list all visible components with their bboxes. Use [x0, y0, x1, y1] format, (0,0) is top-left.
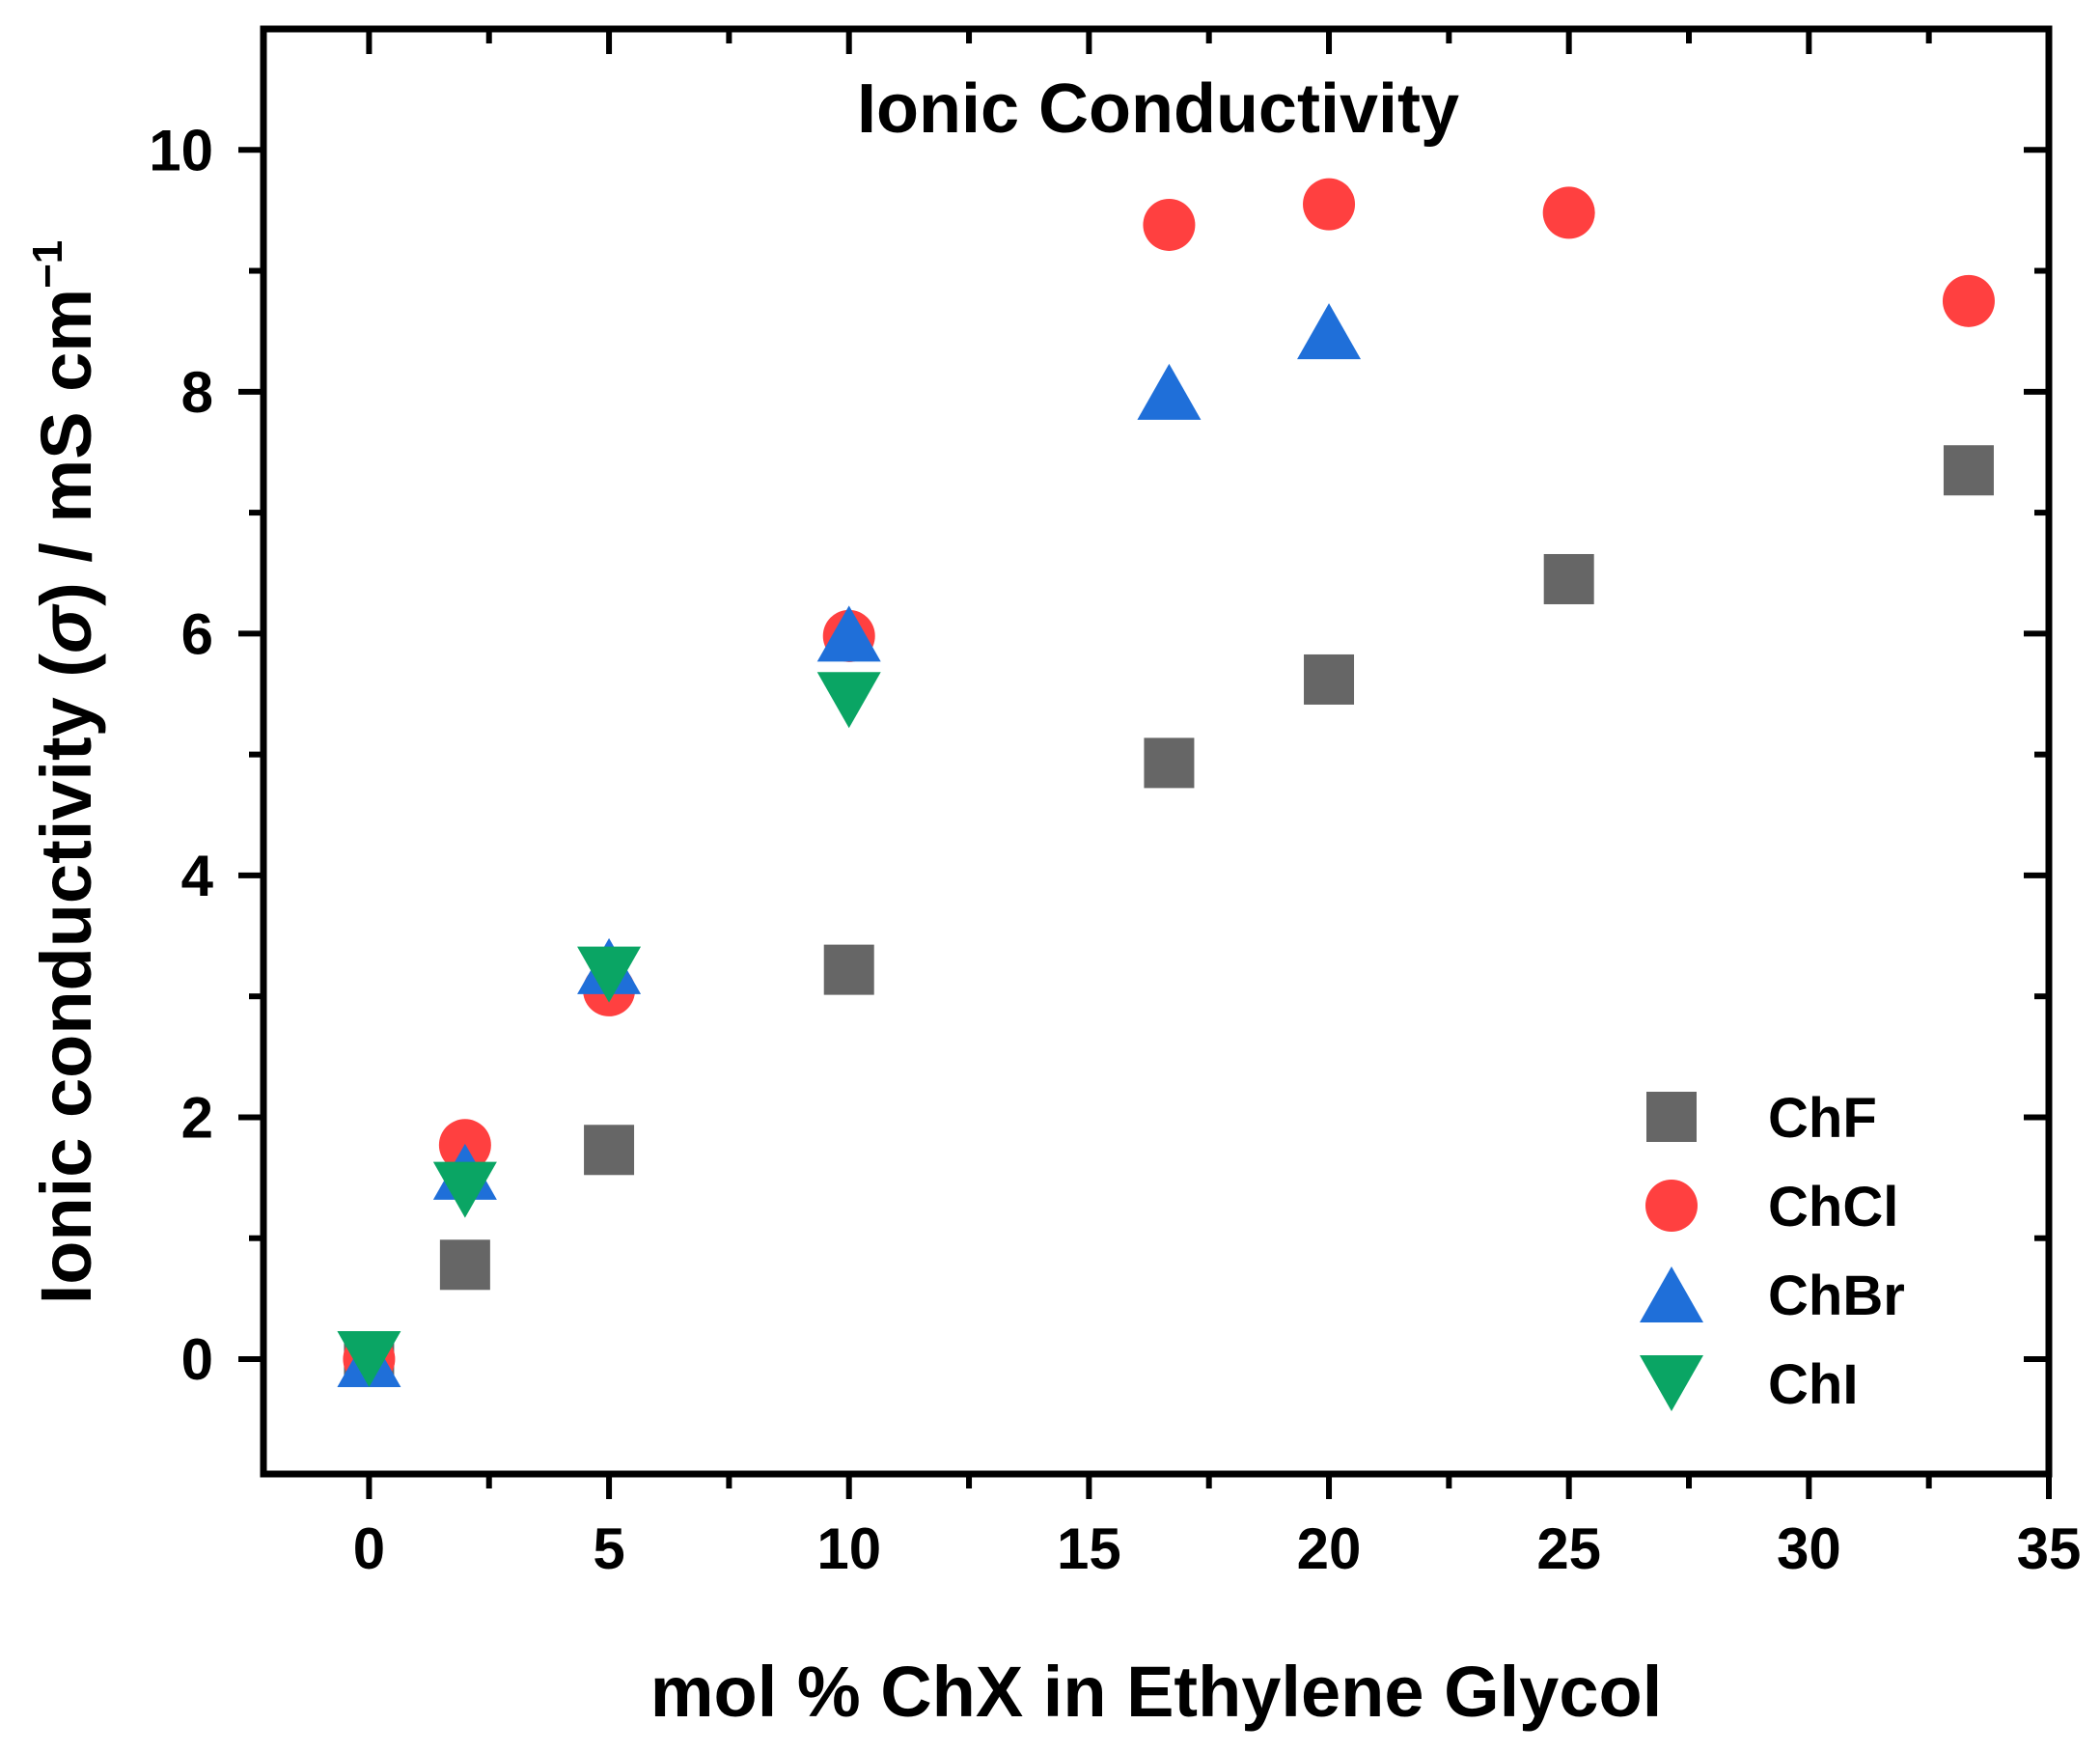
x-tick-label: 15	[1057, 1516, 1121, 1581]
data-point-chbr	[1297, 303, 1362, 360]
chart-title: Ionic Conductivity	[857, 70, 1459, 148]
x-axis-title: mol % ChX in Ethylene Glycol	[650, 1652, 1663, 1732]
legend-label-chi: ChI	[1768, 1353, 1858, 1416]
x-tick-label: 30	[1777, 1516, 1841, 1581]
y-axis-title-main: Ionic conductivity (	[26, 654, 106, 1305]
legend-label-chbr: ChBr	[1768, 1265, 1905, 1327]
data-point-chcl	[1942, 274, 1995, 327]
y-axis-title-unit: ) / mS cm	[26, 289, 106, 606]
data-point-chcl	[1303, 178, 1356, 231]
y-tick-label: 0	[181, 1327, 213, 1392]
legend-marker-chi	[1640, 1355, 1703, 1411]
data-point-chf	[1943, 445, 1994, 496]
y-tick-label: 6	[181, 601, 213, 666]
legend-label-chcl: ChCl	[1768, 1176, 1898, 1238]
data-point-chf	[1144, 737, 1195, 789]
y-tick-labels: 0 2 4 6 8 10	[149, 118, 213, 1392]
x-tick-label: 0	[353, 1516, 385, 1581]
y-axis-title-sup: −1	[24, 240, 71, 289]
legend-label-chf: ChF	[1768, 1087, 1877, 1150]
y-axis-title-sigma: σ	[26, 603, 106, 654]
series-chbr	[337, 303, 1362, 1387]
data-point-chcl	[1542, 186, 1595, 239]
y-tick-label: 4	[181, 844, 214, 908]
data-point-chcl	[1143, 198, 1196, 251]
plot-frame	[260, 25, 2053, 1478]
data-point-chi	[337, 1330, 401, 1387]
data-point-chi	[816, 672, 881, 729]
data-point-chf	[584, 1125, 635, 1176]
x-tick-label: 5	[593, 1516, 624, 1581]
data-point-chf	[1543, 553, 1594, 604]
x-tick-label: 25	[1536, 1516, 1601, 1581]
x-tick-labels: 0 5 10 15 20 25 30 35	[353, 1516, 2082, 1581]
data-point-chi	[577, 946, 642, 1003]
legend-marker-chf	[1646, 1092, 1697, 1142]
data-point-chbr	[1137, 363, 1202, 420]
data-point-chi	[432, 1161, 497, 1218]
y-tick-label: 8	[181, 360, 213, 425]
y-axis-title: Ionic conductivity (σ) / mS cm−1	[24, 240, 106, 1305]
data-point-chbr	[816, 605, 881, 662]
x-tick-label: 35	[2017, 1516, 2082, 1581]
series-chi	[337, 672, 881, 1387]
legend-marker-chcl	[1645, 1180, 1698, 1232]
data-markers	[337, 178, 1995, 1387]
series-chf	[344, 445, 1994, 1384]
y-tick-label: 2	[181, 1085, 213, 1150]
x-tick-label: 20	[1297, 1516, 1362, 1581]
data-point-chf	[823, 944, 874, 995]
x-tick-label: 10	[816, 1516, 881, 1581]
legend: ChF ChCl ChBr ChI	[1640, 1087, 1905, 1416]
legend-marker-chbr	[1640, 1266, 1703, 1322]
data-point-chf	[439, 1239, 490, 1291]
data-point-chf	[1304, 654, 1355, 705]
y-tick-label: 10	[149, 118, 213, 182]
